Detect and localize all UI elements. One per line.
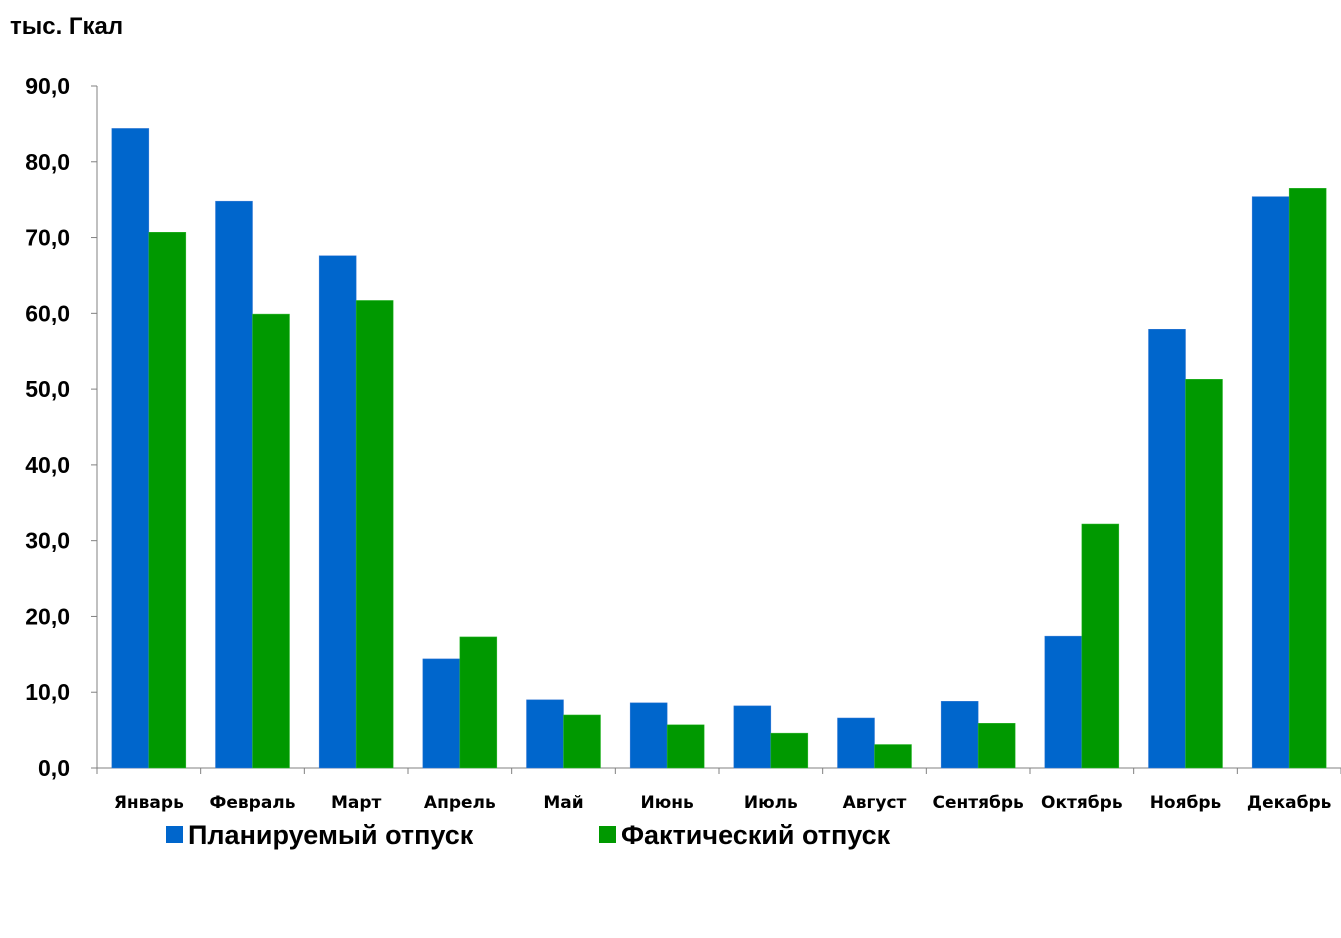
bar-planned <box>111 128 150 769</box>
y-unit-label: тыс. Гкал <box>10 13 123 40</box>
y-tick-labels: 0,0 10,0 20,0 30,0 40,0 50,0 60,0 70,0 80,0 90,0 <box>25 73 70 781</box>
x-tick-label: Декабрь <box>1247 793 1331 813</box>
bar-actual <box>459 636 498 769</box>
y-tick-label: 20,0 <box>25 603 70 629</box>
x-tick-label: Ноябрь <box>1150 793 1222 813</box>
bar-actual <box>666 724 705 769</box>
bar-planned <box>733 705 772 769</box>
bar-planned <box>215 200 253 769</box>
bar-actual <box>1288 188 1327 769</box>
x-tick-label: Июль <box>744 793 798 813</box>
legend: Планируемый отпуск Фактический отпуск <box>166 820 891 850</box>
x-tick-label: Апрель <box>424 793 496 813</box>
bar-planned <box>422 658 461 769</box>
legend-label: Планируемый отпуск <box>188 820 474 850</box>
y-tick-label: 30,0 <box>25 528 70 554</box>
x-tick-label: Май <box>543 793 583 813</box>
x-tick-label: Июнь <box>641 793 694 813</box>
bar-actual <box>977 723 1016 769</box>
legend-swatch <box>599 826 616 843</box>
y-tick-label: 60,0 <box>25 300 70 326</box>
bars <box>111 128 1327 769</box>
y-tick-label: 10,0 <box>25 679 70 705</box>
bar-actual <box>1081 523 1120 769</box>
x-tick-label: Август <box>843 793 907 813</box>
y-tick-label: 0,0 <box>38 755 70 781</box>
legend-swatch <box>166 826 183 843</box>
y-tick-label: 70,0 <box>25 225 70 251</box>
bar-actual <box>252 313 290 769</box>
y-tick-label: 50,0 <box>25 376 70 402</box>
bar-planned <box>629 702 668 769</box>
bar-planned <box>837 717 875 769</box>
bar-actual <box>874 744 912 769</box>
bar-planned <box>526 699 564 769</box>
bar-actual <box>355 300 394 769</box>
y-tick-label: 40,0 <box>25 452 70 478</box>
bar-planned <box>940 701 979 769</box>
x-tick-label: Январь <box>114 793 184 813</box>
bar-actual <box>1185 379 1223 769</box>
x-tick-label: Февраль <box>210 793 296 813</box>
y-tick-label: 90,0 <box>25 73 70 99</box>
bar-planned <box>318 255 357 769</box>
bar-actual <box>770 732 809 769</box>
bar-planned <box>1251 196 1290 769</box>
y-tick-label: 80,0 <box>25 149 70 175</box>
bar-planned <box>1044 635 1083 769</box>
x-tick-label: Сентябрь <box>933 793 1024 813</box>
x-tick-label: Март <box>331 793 382 813</box>
x-tick-labels: Январь Февраль Март Апрель Май Июнь Июль Август… <box>114 793 1332 813</box>
bar-planned <box>1148 328 1186 769</box>
bar-actual <box>148 232 187 769</box>
bar-actual <box>563 714 601 769</box>
axes <box>91 85 1341 774</box>
legend-label: Фактический отпуск <box>621 820 891 850</box>
x-tick-label: Октябрь <box>1041 793 1123 813</box>
